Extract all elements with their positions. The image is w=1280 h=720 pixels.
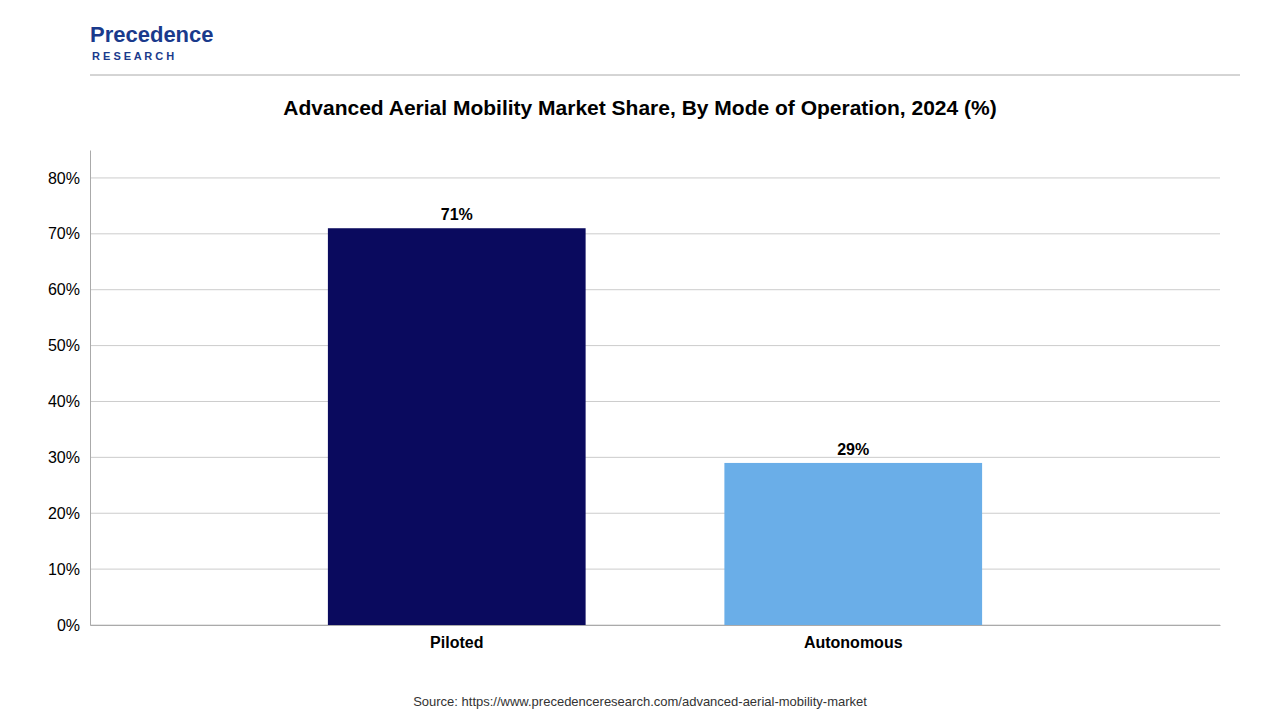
grid-line <box>90 513 1220 514</box>
y-tick: 80% <box>48 170 90 187</box>
grid-line <box>90 345 1220 346</box>
grid-line <box>90 569 1220 570</box>
x-tick-label: Piloted <box>430 634 483 651</box>
x-tick: Autonomous <box>804 625 903 651</box>
y-tick: 0% <box>57 617 90 634</box>
y-tick-label: 30% <box>48 449 80 466</box>
chart-title: Advanced Aerial Mobility Market Share, B… <box>283 96 996 119</box>
grid <box>90 178 1220 625</box>
grid-line <box>90 457 1220 458</box>
logo-subtext: R E S E A R C H <box>92 50 174 62</box>
bar <box>328 228 586 625</box>
y-axis: 0% 10% 20% 30% 40% 50% 60% 70% 80% <box>48 151 91 634</box>
grid-line <box>90 233 1220 234</box>
y-tick-label: 60% <box>48 281 80 298</box>
y-tick-label: 70% <box>48 225 80 242</box>
y-tick-label: 80% <box>48 170 80 187</box>
grid-line <box>90 289 1220 290</box>
y-tick: 60% <box>48 281 90 298</box>
x-tick: Piloted <box>430 625 483 651</box>
y-tick-label: 40% <box>48 393 80 410</box>
y-tick: 70% <box>48 225 90 242</box>
source-text: Source: https://www.precedenceresearch.c… <box>413 694 867 709</box>
grid-line <box>90 625 1220 626</box>
data-labels: 71% 29% <box>441 206 870 458</box>
logo-text: Precedence <box>90 22 214 47</box>
x-tick-label: Autonomous <box>804 634 903 651</box>
bars <box>328 228 982 625</box>
y-tick-label: 0% <box>57 617 80 634</box>
y-tick-label: 10% <box>48 561 80 578</box>
y-tick: 50% <box>48 337 90 354</box>
x-axis-line <box>91 625 1221 626</box>
y-tick: 30% <box>48 449 90 466</box>
data-label: 29% <box>837 441 869 458</box>
y-tick: 20% <box>48 505 90 522</box>
x-axis: Piloted Autonomous <box>91 625 1221 651</box>
y-axis-line <box>90 151 91 626</box>
data-label: 71% <box>441 206 473 223</box>
grid-line <box>90 401 1220 402</box>
bar <box>724 463 982 625</box>
y-tick-label: 20% <box>48 505 80 522</box>
y-tick: 10% <box>48 561 90 578</box>
y-tick-label: 50% <box>48 337 80 354</box>
plot-area: 0% 10% 20% 30% 40% 50% 60% 70% 80% Piloted Autonom… <box>48 151 1221 652</box>
chart-svg: Precedence R E S E A R C H Advanced Aerial… <box>0 0 1280 720</box>
y-tick: 40% <box>48 393 90 410</box>
grid-line <box>90 177 1220 178</box>
header-rule <box>90 75 1240 76</box>
